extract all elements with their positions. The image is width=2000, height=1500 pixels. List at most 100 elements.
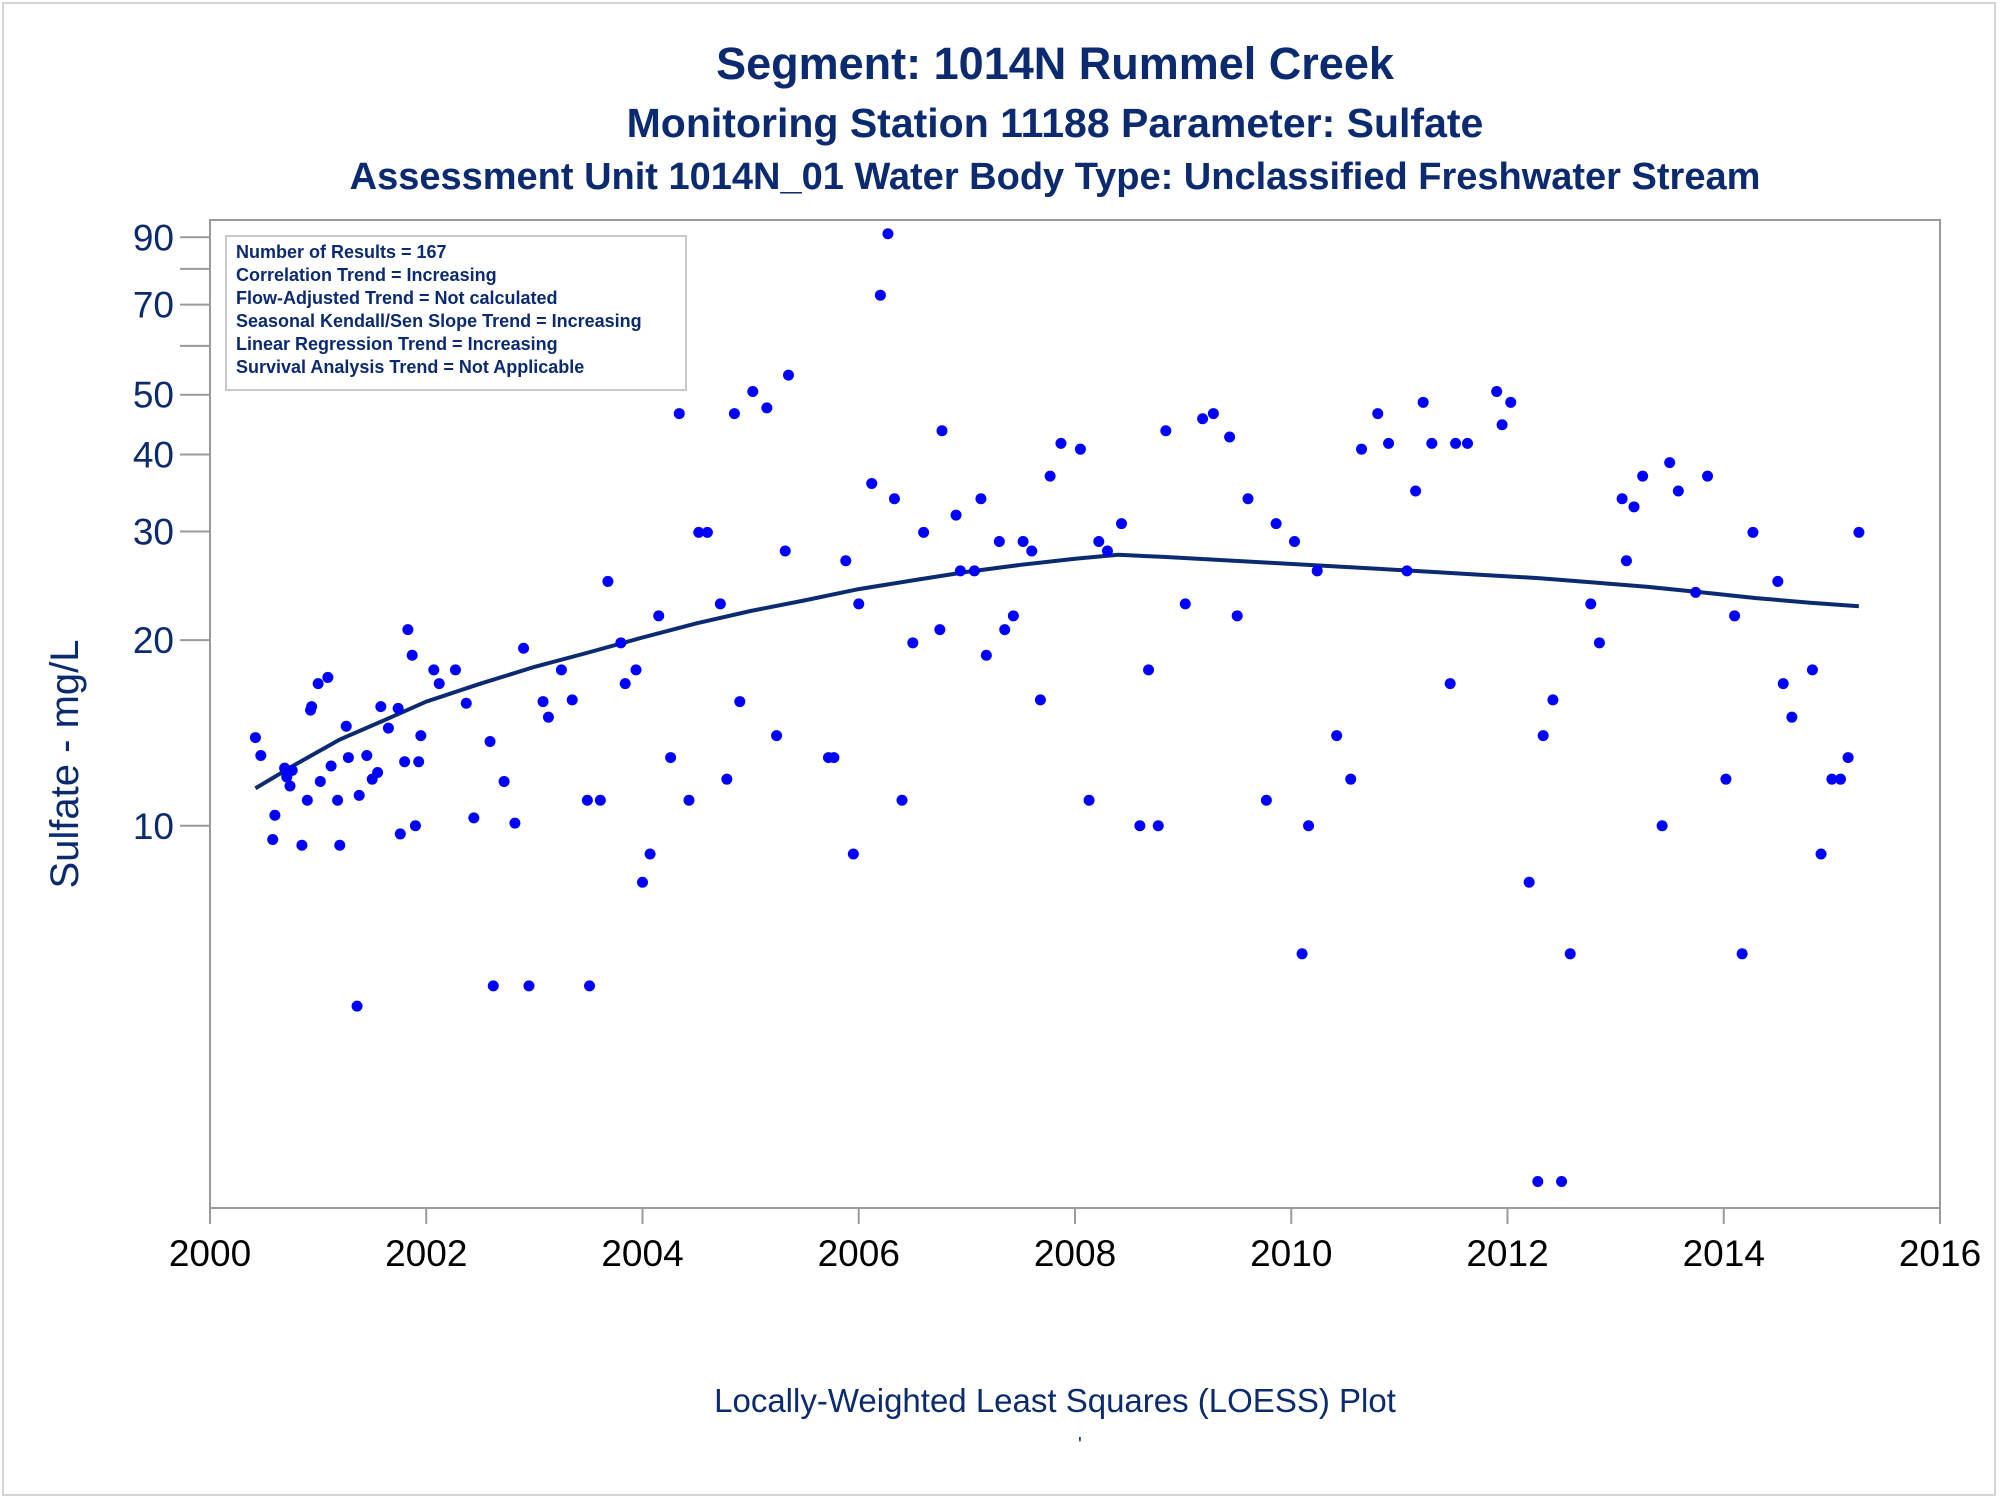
- data-point: [1345, 773, 1357, 785]
- data-point: [1401, 565, 1413, 577]
- data-point: [1231, 610, 1243, 622]
- data-point: [1288, 536, 1300, 548]
- statistics-line: Linear Regression Trend = Increasing: [236, 334, 558, 354]
- data-point: [1179, 598, 1191, 610]
- data-point: [1224, 431, 1236, 443]
- data-point: [747, 386, 759, 398]
- data-point: [615, 637, 627, 649]
- x-tick-label: 2016: [1899, 1233, 1981, 1274]
- data-point: [332, 794, 344, 806]
- data-point: [342, 752, 354, 764]
- data-point: [1564, 948, 1576, 960]
- y-tick-label: 20: [133, 620, 174, 661]
- data-point: [1747, 526, 1759, 538]
- data-point: [1160, 425, 1172, 437]
- data-point: [301, 794, 313, 806]
- chart-subtitle-station: Monitoring Station 11188 Parameter: Sulf…: [626, 100, 1484, 146]
- data-point: [847, 848, 859, 860]
- data-point: [644, 848, 656, 860]
- data-point: [392, 702, 404, 714]
- x-tick-label: 2008: [1034, 1233, 1116, 1274]
- data-point: [665, 752, 677, 764]
- data-point: [1702, 470, 1714, 482]
- data-point: [1017, 536, 1029, 548]
- data-point: [1806, 664, 1818, 676]
- data-point: [734, 696, 746, 708]
- data-point: [1772, 575, 1784, 587]
- y-tick-label: 10: [133, 806, 174, 847]
- statistics-box: Number of Results = 167 Correlation Trend…: [225, 235, 687, 391]
- data-point: [1426, 437, 1438, 449]
- data-point: [1628, 501, 1640, 513]
- data-point: [779, 545, 791, 557]
- data-point: [975, 493, 987, 505]
- y-tick-label: 30: [133, 512, 174, 553]
- data-point: [484, 735, 496, 747]
- statistics-line: Survival Analysis Trend = Not Applicable: [236, 357, 584, 377]
- y-tick-label: 40: [133, 434, 174, 475]
- x-tick-label: 2012: [1466, 1233, 1548, 1274]
- data-point: [602, 575, 614, 587]
- data-point: [1055, 437, 1067, 449]
- data-point: [840, 555, 852, 567]
- data-point: [653, 610, 665, 622]
- chart-title: Segment: 1014N Rummel Creek: [716, 38, 1394, 89]
- data-point: [1736, 948, 1748, 960]
- data-point: [468, 812, 480, 824]
- data-point: [1356, 443, 1368, 455]
- data-point: [460, 697, 472, 709]
- data-point: [406, 649, 418, 661]
- data-point: [1410, 485, 1422, 497]
- data-point: [1372, 408, 1384, 420]
- data-point: [1101, 545, 1113, 557]
- statistics-box-border: [225, 235, 687, 391]
- data-point: [936, 425, 948, 437]
- data-point: [1115, 518, 1127, 530]
- x-tick-label: 2000: [169, 1233, 251, 1274]
- data-point: [296, 839, 308, 851]
- data-point: [1842, 752, 1854, 764]
- y-axis: 10 20 30 40 50 70 90: [133, 217, 210, 847]
- data-point: [918, 526, 930, 538]
- data-point: [1532, 1175, 1544, 1187]
- data-point: [325, 760, 337, 772]
- data-point: [509, 817, 521, 829]
- data-point: [1417, 396, 1429, 408]
- data-point: [322, 671, 334, 683]
- data-point: [993, 536, 1005, 548]
- data-point: [1505, 396, 1517, 408]
- data-point: [1044, 470, 1056, 482]
- data-point: [693, 526, 705, 538]
- data-point: [1093, 536, 1105, 548]
- data-point: [523, 980, 535, 992]
- data-point: [907, 637, 919, 649]
- data-point: [1835, 773, 1847, 785]
- data-point: [1383, 437, 1395, 449]
- data-point: [1134, 820, 1146, 832]
- data-point: [255, 750, 267, 762]
- data-point: [828, 752, 840, 764]
- x-axis: 2000 2002 2004 2006 2008 2010 2012 2014 2016: [169, 1208, 1981, 1274]
- data-points: [249, 228, 1865, 1187]
- data-point: [284, 780, 296, 792]
- data-point: [1260, 794, 1272, 806]
- data-point: [1672, 485, 1684, 497]
- data-point: [249, 732, 261, 744]
- data-point: [1450, 437, 1462, 449]
- data-point: [1143, 664, 1155, 676]
- data-point: [1815, 848, 1827, 860]
- data-point: [1593, 637, 1605, 649]
- data-point: [267, 834, 279, 846]
- footnote-mark: ': [1078, 1434, 1082, 1456]
- data-point: [1720, 773, 1732, 785]
- data-point: [1664, 457, 1676, 469]
- data-point: [1074, 443, 1086, 455]
- data-point: [701, 526, 713, 538]
- y-tick-label: 70: [133, 285, 174, 326]
- data-point: [537, 696, 549, 708]
- data-point: [1207, 408, 1219, 420]
- data-point: [683, 794, 695, 806]
- data-point: [999, 624, 1011, 636]
- data-point: [728, 408, 740, 420]
